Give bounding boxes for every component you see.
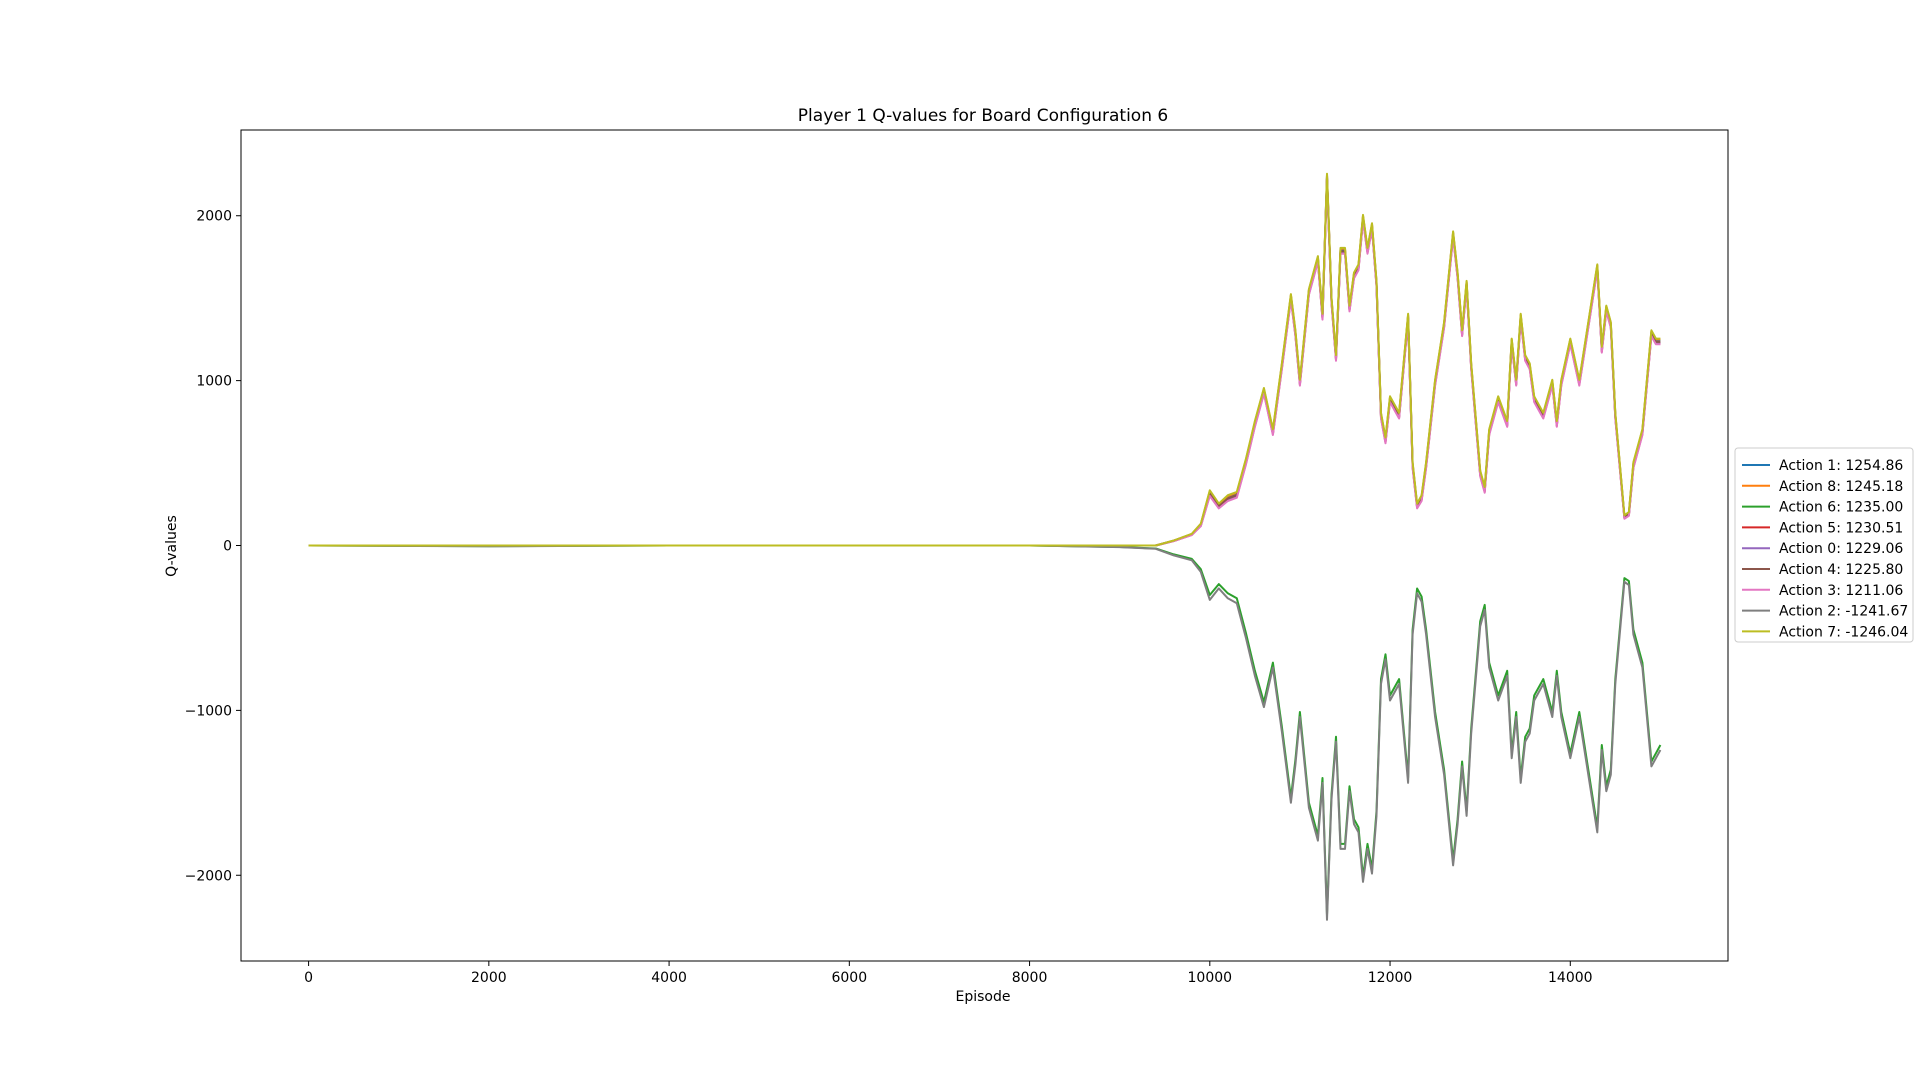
- x-tick-label: 2000: [471, 970, 507, 986]
- x-axis-title: Episode: [956, 989, 1011, 1005]
- series-line-action-1: [308, 174, 1661, 547]
- legend-box: [1734, 447, 1914, 643]
- series-line-action-3: [308, 178, 1661, 547]
- legend-label: Action 1: 1254.86: [1779, 458, 1903, 474]
- legend-label: Action 7: -1246.04: [1779, 624, 1908, 640]
- y-tick-label: −2000: [185, 868, 232, 884]
- legend-label: Action 5: 1230.51: [1779, 520, 1903, 536]
- legend-label: Action 2: -1241.67: [1779, 604, 1908, 620]
- y-tick-label: 2000: [196, 209, 232, 225]
- series-line-action-6: [308, 544, 1662, 916]
- series-line-action-7: [308, 172, 1661, 547]
- x-axis: 0 2000 4000 6000 8000 10000 12000 14000: [304, 961, 1593, 986]
- series-line-action-5: [308, 177, 1661, 547]
- legend-label: Action 8: 1245.18: [1779, 479, 1903, 495]
- legend-label: Action 4: 1225.80: [1779, 562, 1903, 578]
- series-layer: [308, 172, 1662, 921]
- x-tick-label: 6000: [831, 970, 867, 986]
- legend-label: Action 3: 1211.06: [1779, 583, 1903, 599]
- series-line-action-8: [308, 173, 1661, 547]
- series-line-action-4: [308, 176, 1661, 547]
- legend-label: Action 0: 1229.06: [1779, 541, 1903, 557]
- x-tick-label: 0: [304, 970, 313, 986]
- y-axis-title: Q-values: [164, 515, 180, 577]
- x-tick-label: 8000: [1012, 970, 1048, 986]
- x-tick-label: 4000: [651, 970, 687, 986]
- x-tick-label: 10000: [1188, 970, 1233, 986]
- y-tick-label: 0: [223, 539, 232, 555]
- y-tick-label: −1000: [185, 703, 232, 719]
- x-tick-label: 14000: [1548, 970, 1593, 986]
- legend-label: Action 6: 1235.00: [1779, 500, 1903, 516]
- series-line-action-0: [308, 176, 1661, 547]
- chart-title: Player 1 Q-values for Board Configuratio…: [798, 106, 1168, 126]
- series-line-action-2: [308, 544, 1662, 921]
- x-tick-label: 12000: [1368, 970, 1413, 986]
- y-axis: −2000 −1000 0 1000 2000: [185, 209, 241, 884]
- y-tick-label: 1000: [196, 374, 232, 390]
- legend: Action 1: 1254.86 Action 8: 1245.18 Action…: [1734, 447, 1914, 643]
